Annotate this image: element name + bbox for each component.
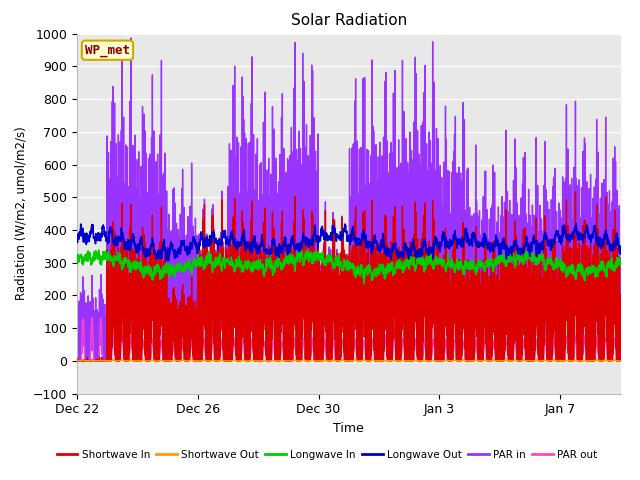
Legend: Shortwave In, Shortwave Out, Longwave In, Longwave Out, PAR in, PAR out: Shortwave In, Shortwave Out, Longwave In… bbox=[52, 445, 602, 464]
Title: Solar Radiation: Solar Radiation bbox=[291, 13, 407, 28]
Y-axis label: Radiation (W/m2, umol/m2/s): Radiation (W/m2, umol/m2/s) bbox=[14, 127, 27, 300]
Text: WP_met: WP_met bbox=[85, 44, 130, 57]
X-axis label: Time: Time bbox=[333, 422, 364, 435]
